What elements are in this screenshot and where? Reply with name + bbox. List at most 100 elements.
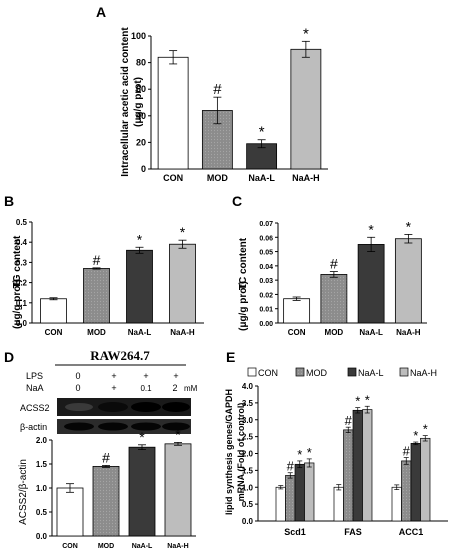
panel-e-legend-label: NaA-L [358, 368, 384, 378]
panel-e-y-tick-label: 1.0 [242, 483, 254, 492]
blot-acss2-band-3 [131, 402, 161, 412]
panel-e-legend-label: NaA-H [410, 368, 437, 378]
panel-e-y-label-2: mRNA (Fold of control) [236, 403, 246, 502]
panel-e-significance-mark: * [355, 394, 360, 409]
blot-row-label-lps: LPS [26, 371, 43, 381]
panel-d-bar [92, 465, 120, 537]
panel-a-y-tick-label: 0 [141, 164, 146, 174]
blot-row-label-naa: NaA [26, 383, 44, 393]
panel-e-bar [391, 486, 402, 522]
panel-c-bar [283, 298, 311, 324]
panel-a-bar [157, 56, 189, 170]
panel-e-bar [352, 409, 363, 522]
blot-actin-band-3 [131, 422, 161, 431]
blot-lps-lane-4: + [173, 371, 178, 381]
panel-b-y-tick-label: 0.3 [16, 258, 28, 267]
panel-e-significance-mark: # [345, 413, 353, 428]
panel-c-significance-mark: * [406, 218, 412, 234]
panel-c-y-unit: (μg/g prot) [238, 281, 249, 331]
panel-d-y-tick-label: 0.5 [36, 508, 48, 517]
panel-b-significance-mark: * [137, 231, 143, 247]
blot-actin-band-1 [64, 422, 94, 431]
panel-e-x-tick-label: FAS [344, 527, 362, 537]
panel-a-y-tick-label: 100 [131, 31, 146, 41]
blot-naa-lane-2: + [111, 383, 116, 393]
panel-e-bar [362, 409, 373, 522]
panel-b-bar [40, 298, 67, 324]
panel-c-y-tick-label: 0.05 [259, 250, 273, 257]
panel-e-x-tick-label: Scd1 [284, 527, 306, 537]
chart-panel-d: RAW264.7 LPS NaA 0 + + + 0 + 0.1 2 mM AC… [18, 348, 198, 550]
panel-c-x-tick-label: CON [288, 328, 306, 337]
blot-acss2-band-4 [162, 402, 190, 412]
panel-a-x-tick-label: MOD [207, 173, 228, 183]
panel-e-y-tick-label: 2.5 [242, 433, 254, 442]
panel-e-bar [285, 475, 296, 522]
panel-c-bar [394, 238, 422, 324]
panel-e-y-label: lipid synthesis genes/GAPDH [224, 389, 234, 515]
panel-e-y-tick-label: 0.5 [242, 500, 254, 509]
panel-b-bar [126, 249, 153, 324]
blot-acss2-band-1 [65, 403, 93, 411]
panel-label-b: B [4, 193, 14, 209]
panel-b-y-tick-label: 0.5 [16, 218, 28, 227]
panel-b-bar [169, 243, 196, 324]
panel-e-bar [304, 462, 315, 522]
panel-b-significance-mark: * [180, 224, 186, 240]
panel-a-x-tick-label: NaA-L [248, 173, 275, 183]
blot-naa-lane-3: 0.1 [140, 384, 152, 393]
panel-e-x-tick-label: ACC1 [399, 527, 424, 537]
panel-e-y-tick-label: 3.0 [242, 416, 254, 425]
panel-d-y-tick-label: 2.0 [36, 436, 48, 445]
panel-c-y-tick-label: 0.06 [259, 235, 273, 242]
panel-e-y-tick-label: 1.5 [242, 466, 254, 475]
panel-b-y-label: TG content [12, 235, 23, 288]
panel-a-x-tick-label: NaA-H [292, 173, 320, 183]
panel-e-legend-swatch [295, 367, 305, 377]
panel-b-x-tick-label: NaA-L [128, 328, 152, 337]
panel-label-a: A [96, 4, 106, 20]
panel-c-x-tick-label: NaA-L [359, 328, 383, 337]
panel-e-significance-mark: * [423, 422, 428, 437]
panel-a-y-label: Intracellular acetic acid content [120, 27, 131, 177]
panel-d-bar [56, 487, 84, 537]
panel-label-e: E [226, 349, 235, 365]
blot-band-label-actin: β-actin [20, 422, 47, 432]
panel-a-y-unit: (μg/g prot) [133, 77, 144, 127]
panel-e-bar [294, 463, 305, 522]
panel-b-significance-mark: # [93, 252, 101, 268]
blot-lps-lane-2: + [111, 371, 116, 381]
panel-e-y-tick-label: 3.5 [242, 399, 254, 408]
blot-naa-unit: mM [184, 384, 198, 393]
panel-d-y-tick-label: 1.5 [36, 460, 48, 469]
panel-b-x-tick-label: MOD [87, 328, 106, 337]
blot-actin-band-4 [162, 422, 190, 431]
blot-band-label-acss2: ACSS2 [20, 403, 50, 413]
panel-b-y-tick-label: 0.0 [16, 319, 28, 328]
panel-label-c: C [232, 193, 242, 209]
panel-c-y-tick-label: 0.02 [259, 292, 273, 299]
blot-title: RAW264.7 [90, 348, 150, 363]
chart-panel-a: Intracellular acetic acid content (μg/g … [120, 25, 328, 183]
blot-naa-lane-1: 0 [75, 383, 80, 393]
panel-c-significance-mark: * [368, 221, 374, 237]
panel-a-bar [246, 143, 278, 170]
panel-a-y-tick-label: 80 [136, 58, 146, 68]
panel-e-significance-mark: * [413, 428, 418, 443]
panel-label-d: D [4, 349, 14, 365]
blot-actin-band-2 [98, 422, 128, 431]
panel-d-x-tick-label: MOD [98, 543, 114, 550]
panel-d-x-tick-label: NaA-L [132, 543, 153, 550]
panel-a-significance-mark: * [259, 124, 265, 141]
panel-a-x-tick-label: CON [163, 173, 183, 183]
panel-e-bar [401, 460, 412, 522]
panel-e-y-tick-label: 4.0 [242, 382, 254, 391]
panel-c-y-tick-label: 0.04 [259, 264, 273, 271]
panel-e-bar [333, 486, 344, 522]
panel-a-significance-mark: * [303, 25, 309, 42]
panel-b-y-tick-label: 0.4 [16, 238, 28, 247]
panel-c-y-tick-label: 0.03 [259, 278, 273, 285]
panel-e-legend-label: MOD [306, 368, 327, 378]
panel-c-x-tick-label: NaA-H [396, 328, 421, 337]
